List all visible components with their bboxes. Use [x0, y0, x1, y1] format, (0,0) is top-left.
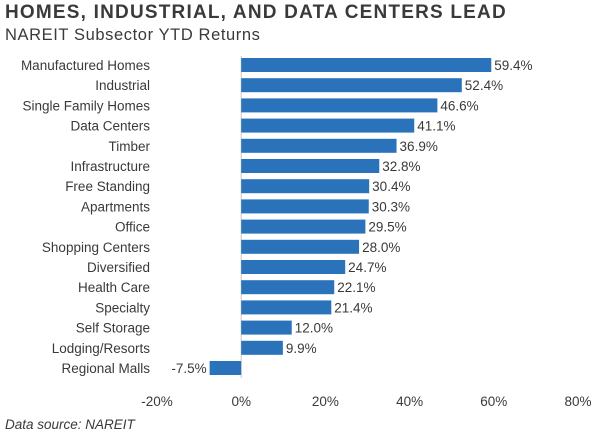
- bar: [241, 320, 292, 335]
- category-label: Health Care: [78, 280, 150, 295]
- bar: [241, 239, 360, 254]
- category-label: Regional Malls: [61, 361, 150, 376]
- category-label: Single Family Homes: [22, 98, 150, 113]
- data-label: 52.4%: [465, 78, 503, 93]
- category-label: Self Storage: [76, 321, 150, 336]
- category-label: Free Standing: [65, 179, 150, 194]
- category-label: Manufactured Homes: [21, 58, 150, 73]
- category-label: Shopping Centers: [42, 240, 150, 255]
- x-tick-label: 20%: [312, 394, 339, 409]
- chart-title: HOMES, INDUSTRIAL, AND DATA CENTERS LEAD: [5, 2, 507, 23]
- bar: [241, 280, 335, 295]
- data-label: 21.4%: [334, 300, 372, 315]
- category-label: Industrial: [95, 78, 150, 93]
- category-label: Lodging/Resorts: [52, 341, 151, 356]
- x-tick-label: 40%: [396, 394, 423, 409]
- data-label: 41.1%: [417, 119, 455, 134]
- bar: [241, 78, 462, 93]
- bar: [209, 361, 242, 375]
- data-label: 32.8%: [382, 159, 420, 174]
- bar: [241, 159, 380, 173]
- category-label: Office: [115, 220, 150, 235]
- bar: [241, 179, 370, 194]
- data-label: -7.5%: [171, 361, 206, 376]
- bar: [241, 199, 369, 214]
- category-label: Apartments: [81, 199, 150, 214]
- data-label: 59.4%: [494, 58, 532, 73]
- category-label: Timber: [108, 139, 150, 154]
- chart-subtitle: NAREIT Subsector YTD Returns: [5, 26, 261, 44]
- x-tick-label: 80%: [564, 394, 591, 409]
- category-label: Diversified: [87, 260, 150, 275]
- category-label: Data Centers: [70, 119, 150, 134]
- data-label: 12.0%: [295, 321, 333, 336]
- data-label: 24.7%: [348, 260, 386, 275]
- category-label: Specialty: [95, 300, 150, 315]
- data-label: 29.5%: [368, 220, 406, 235]
- x-tick-label: -20%: [141, 394, 173, 409]
- x-tick-label: 60%: [480, 394, 507, 409]
- bar: [241, 138, 397, 153]
- data-source-note: Data source: NAREIT: [5, 417, 135, 432]
- bar: [241, 260, 346, 274]
- x-tick-label: 0%: [231, 394, 251, 409]
- data-label: 36.9%: [400, 139, 438, 154]
- bar: [241, 340, 283, 355]
- bar: [241, 219, 366, 234]
- data-label: 9.9%: [286, 341, 317, 356]
- data-label: 28.0%: [362, 240, 400, 255]
- bar: [241, 58, 492, 72]
- category-label: Infrastructure: [70, 159, 150, 174]
- data-label: 46.6%: [440, 98, 478, 113]
- bar: [241, 300, 332, 315]
- data-label: 30.4%: [372, 179, 410, 194]
- data-label: 22.1%: [337, 280, 375, 295]
- data-label: 30.3%: [372, 199, 410, 214]
- bar: [241, 118, 415, 133]
- bar: [241, 98, 438, 113]
